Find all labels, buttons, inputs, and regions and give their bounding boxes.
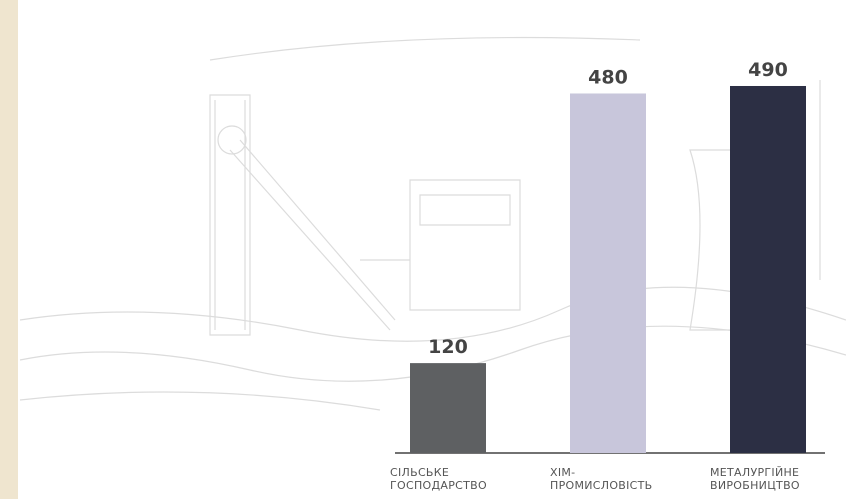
bar (730, 85, 806, 454)
bar (410, 363, 486, 453)
value-label: 120 (428, 336, 468, 358)
value-label: 480 (588, 66, 628, 88)
category-label: СІЛЬСЬКЕ ГОСПОДАРСТВО (390, 466, 487, 492)
category-label: ХІМ-ПРОМИСЛОВІСТЬ (550, 466, 653, 492)
bar (570, 93, 646, 453)
category-label: МЕТАЛУРГІЙНЕ ВИРОБНИЦТВО (710, 466, 800, 492)
side-strip (0, 0, 18, 499)
value-label: 490 (748, 59, 788, 81)
